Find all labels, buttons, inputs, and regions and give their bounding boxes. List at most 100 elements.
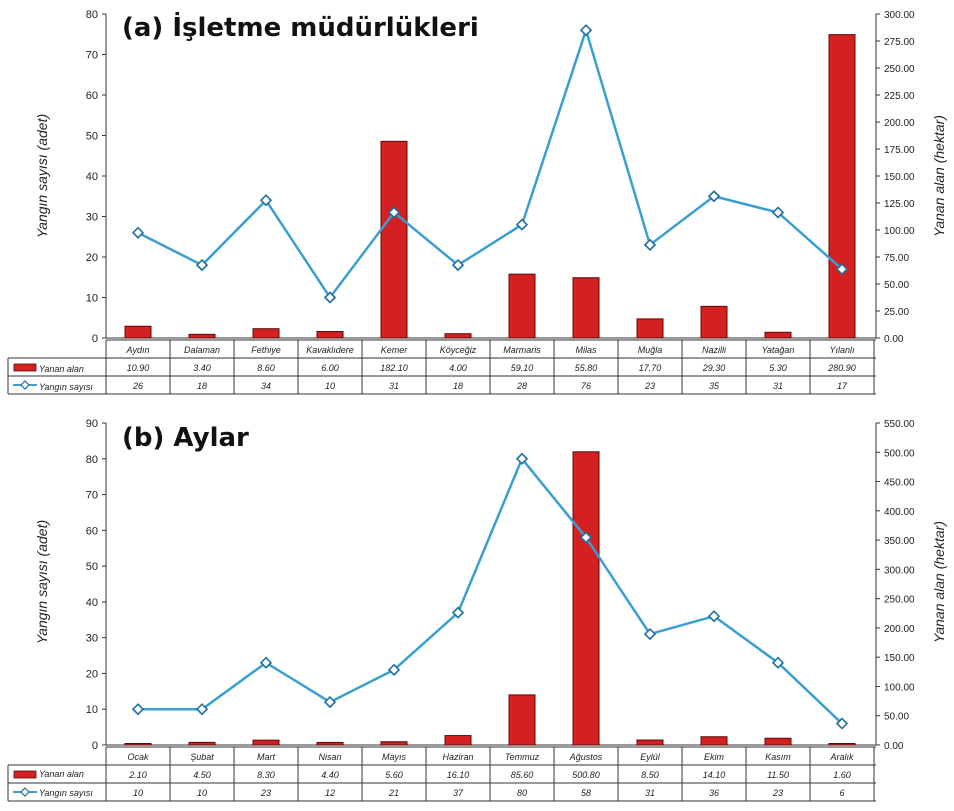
data-label: 2.10 xyxy=(128,770,147,780)
data-label: 10 xyxy=(325,381,335,391)
bar xyxy=(509,695,535,745)
data-label: 31 xyxy=(389,381,399,391)
data-label: 8.30 xyxy=(257,770,275,780)
y-tick-label: 90 xyxy=(86,418,98,430)
bar xyxy=(445,736,471,745)
data-label: 1.60 xyxy=(833,770,851,780)
bar xyxy=(125,744,151,746)
y-tick-label: 50 xyxy=(86,561,98,573)
y-tick-label: 80 xyxy=(86,454,98,466)
bar xyxy=(381,141,407,338)
x-tick-label: Köyceğiz xyxy=(440,345,477,355)
y-tick-label: 20 xyxy=(86,252,98,264)
legend-bar-swatch xyxy=(14,364,36,371)
data-label: 182.10 xyxy=(380,363,408,373)
y2-tick-label: 50.00 xyxy=(884,712,909,723)
y2-tick-label: 75.00 xyxy=(884,253,909,264)
x-tick-label: Mart xyxy=(257,752,275,762)
bar xyxy=(765,332,791,338)
bar xyxy=(189,742,215,745)
y-tick-label: 10 xyxy=(86,293,98,305)
y2-tick-label: 100.00 xyxy=(884,682,915,693)
y2-tick-label: 300.00 xyxy=(884,565,915,576)
data-label: 31 xyxy=(645,788,655,798)
x-tick-label: Nazilli xyxy=(702,345,727,355)
y-tick-label: 0 xyxy=(92,740,98,752)
y2-tick-label: 150.00 xyxy=(884,653,915,664)
data-label: 4.50 xyxy=(193,770,211,780)
data-label: 10.90 xyxy=(127,363,150,373)
data-label: 29.30 xyxy=(702,363,726,373)
data-label: 36 xyxy=(709,788,719,798)
y2-tick-label: 100.00 xyxy=(884,226,915,237)
y2-tick-label: 250.00 xyxy=(884,64,915,75)
y-axis-label: Yangın sayısı (adet) xyxy=(34,520,50,644)
y-axis-label: Yangın sayısı (adet) xyxy=(34,114,50,238)
x-tick-label: Ocak xyxy=(127,752,149,762)
y-tick-label: 30 xyxy=(86,633,98,645)
data-label: 58 xyxy=(581,788,591,798)
legend-bar-label: Yanan alan xyxy=(39,769,84,779)
y-tick-label: 60 xyxy=(86,90,98,102)
bar xyxy=(253,740,279,745)
y2-tick-label: 225.00 xyxy=(884,91,915,102)
bar xyxy=(637,740,663,745)
x-tick-label: Nisan xyxy=(318,752,341,762)
y2-tick-label: 450.00 xyxy=(884,478,915,489)
data-label: 28 xyxy=(516,381,527,391)
data-label: 5.60 xyxy=(385,770,403,780)
data-label: 37 xyxy=(453,788,464,798)
data-label: 3.40 xyxy=(193,363,211,373)
data-label: 10 xyxy=(133,788,143,798)
bar xyxy=(637,319,663,338)
bar xyxy=(125,326,151,338)
bar xyxy=(701,306,727,338)
data-label: 17 xyxy=(837,381,848,391)
y-tick-label: 70 xyxy=(86,50,98,62)
y2-tick-label: 150.00 xyxy=(884,172,915,183)
bar xyxy=(573,278,599,338)
y2-tick-label: 400.00 xyxy=(884,507,915,518)
data-label: 8.50 xyxy=(641,770,659,780)
data-label: 14.10 xyxy=(703,770,726,780)
bar xyxy=(317,742,343,745)
y2-tick-label: 25.00 xyxy=(884,307,909,318)
x-tick-label: Mayıs xyxy=(382,752,407,762)
y2-axis-label: Yanan alan (hektar) xyxy=(931,521,947,643)
data-label: 11.50 xyxy=(767,770,789,780)
x-tick-label: Kavaklıdere xyxy=(306,345,354,355)
legend-line-label: Yangın sayısı xyxy=(39,382,93,392)
data-label: 4.40 xyxy=(321,770,339,780)
data-label: 31 xyxy=(773,381,783,391)
bar xyxy=(445,334,471,338)
y-tick-label: 70 xyxy=(86,490,98,502)
bar xyxy=(317,332,343,338)
y2-tick-label: 175.00 xyxy=(884,145,915,156)
x-tick-label: Kemer xyxy=(381,345,409,355)
x-tick-label: Yılanlı xyxy=(829,345,855,355)
legend-bar-label: Yanan alan xyxy=(39,364,84,374)
data-label: 55.80 xyxy=(575,363,598,373)
data-label: 18 xyxy=(197,381,207,391)
y2-tick-label: 550.00 xyxy=(884,419,915,430)
chart-title: (a) İşletme müdürlükleri xyxy=(122,11,479,43)
y-tick-label: 40 xyxy=(86,597,98,609)
bar xyxy=(701,737,727,745)
x-tick-label: Ekim xyxy=(704,752,725,762)
x-tick-label: Dalaman xyxy=(184,345,220,355)
data-label: 6 xyxy=(839,788,844,798)
data-label: 21 xyxy=(388,788,399,798)
x-tick-label: Fethiye xyxy=(251,345,281,355)
y-tick-label: 40 xyxy=(86,171,98,183)
chart-title: (b) Aylar xyxy=(122,423,249,453)
data-label: 80 xyxy=(517,788,527,798)
x-tick-label: Şubat xyxy=(190,752,214,762)
y2-tick-label: 0.00 xyxy=(884,334,904,345)
x-tick-label: Marmaris xyxy=(503,345,541,355)
data-label: 280.90 xyxy=(827,363,856,373)
x-tick-label: Yatağan xyxy=(762,345,795,355)
data-label: 59.10 xyxy=(511,363,534,373)
legend-bar-swatch xyxy=(14,771,36,778)
y2-axis-label: Yanan alan (hektar) xyxy=(931,115,947,237)
data-label: 23 xyxy=(644,381,655,391)
